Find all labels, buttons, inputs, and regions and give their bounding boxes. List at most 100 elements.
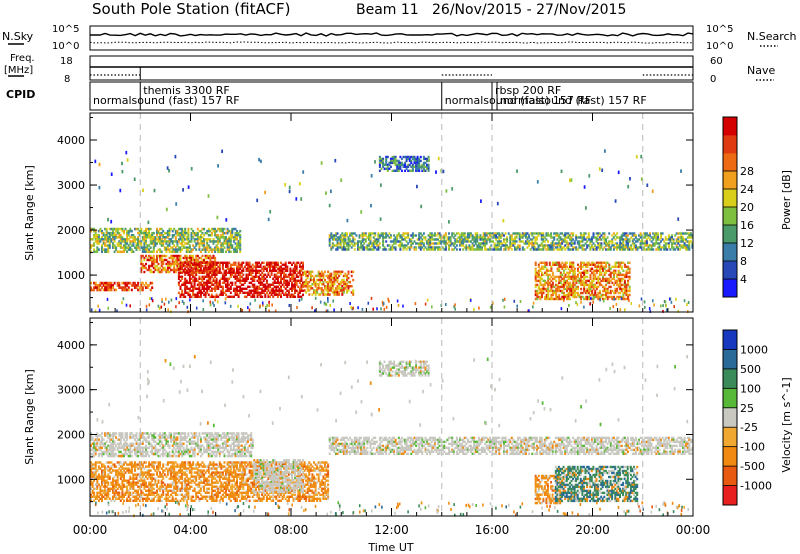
heatmap-speckle (580, 300, 582, 304)
heatmap-cell (427, 165, 430, 168)
heatmap-cell (163, 231, 166, 235)
heatmap-cell (544, 297, 547, 301)
heatmap-cell (327, 287, 330, 290)
heatmap-cell (204, 281, 207, 284)
heatmap-cell (141, 434, 144, 437)
heatmap-cell (484, 236, 487, 239)
heatmap-cell (174, 238, 177, 241)
heatmap-cell (129, 444, 132, 447)
heatmap-cell (232, 295, 235, 298)
heatmap-cell (583, 261, 586, 264)
heatmap-cell (512, 244, 515, 247)
heatmap-cell (688, 244, 691, 247)
heatmap-cell (247, 269, 249, 272)
heatmap-cell (284, 261, 287, 264)
heatmap-cell (294, 289, 297, 292)
heatmap-cell (160, 260, 163, 264)
heatmap-cell (608, 242, 611, 245)
heatmap-speckle (274, 309, 277, 313)
nsearch-tick-top: 10^5 (706, 24, 733, 35)
heatmap-cell (416, 157, 419, 161)
heatmap-cell (269, 269, 271, 272)
heatmap-cell (234, 289, 237, 292)
heatmap-cell (245, 277, 248, 280)
heatmap-cell (254, 291, 257, 294)
heatmap-cell (94, 238, 97, 241)
heatmap-cell (247, 285, 249, 288)
heatmap-speckle (453, 305, 455, 309)
heatmap-cell (547, 277, 550, 281)
heatmap-cell (488, 232, 491, 235)
heatmap-cell (427, 167, 430, 170)
heatmap-cell (589, 289, 592, 293)
heatmap-cell (338, 242, 341, 245)
heatmap-cell (215, 263, 218, 266)
heatmap-cell (196, 293, 199, 296)
heatmap-cell (347, 287, 350, 290)
heatmap-cell (333, 278, 336, 282)
heatmap-cell (460, 244, 463, 247)
heatmap-cell (407, 169, 410, 172)
heatmap-cell (151, 258, 154, 262)
heatmap-cell (262, 275, 265, 278)
heatmap-cell (680, 238, 683, 241)
heatmap-speckle (598, 167, 601, 171)
heatmap-cell (270, 271, 273, 274)
heatmap-cell (331, 287, 334, 290)
heatmap-cell (573, 287, 576, 291)
heatmap-cell (389, 236, 392, 239)
heatmap-cell (218, 248, 221, 251)
heatmap-cell (165, 268, 168, 272)
heatmap-cell (99, 281, 102, 285)
heatmap-cell (204, 291, 207, 294)
heatmap-cell (385, 159, 388, 163)
heatmap-cell (385, 240, 388, 243)
heatmap-cell (382, 248, 385, 251)
heatmap-cell (627, 281, 630, 285)
heatmap-cell (291, 281, 293, 284)
heatmap-cell (487, 232, 490, 235)
heatmap-cell (586, 283, 589, 287)
heatmap-cell (545, 281, 548, 285)
heatmap-cell (598, 273, 601, 277)
heatmap-cell (210, 265, 213, 268)
heatmap-cell (399, 242, 402, 245)
heatmap-cell (592, 261, 595, 264)
heatmap-cell (410, 159, 413, 163)
heatmap-speckle (492, 301, 494, 305)
heatmap-speckle (585, 206, 587, 210)
heatmap-cell (248, 271, 251, 274)
heatmap-cell (592, 248, 595, 251)
heatmap-cell (176, 254, 179, 258)
heatmap-cell (264, 273, 267, 276)
heatmap-cell (327, 291, 330, 294)
heatmap-cell (645, 248, 648, 251)
heatmap-cell (91, 227, 94, 231)
heatmap-cell (149, 258, 152, 262)
heatmap-cell (672, 246, 675, 249)
heatmap-speckle (259, 304, 261, 308)
heatmap-cell (658, 248, 661, 251)
heatmap-cell (444, 240, 447, 243)
heatmap-cell (127, 288, 130, 292)
heatmap-cell (466, 232, 469, 235)
heatmap-cell (658, 242, 661, 245)
heatmap-cell (389, 157, 392, 161)
heatmap-cell (349, 232, 352, 235)
heatmap-cell (644, 244, 647, 247)
heatmap-cell (336, 270, 339, 274)
heatmap-cell (234, 238, 237, 241)
heatmap-cell (124, 244, 127, 247)
heatmap-speckle (420, 204, 423, 209)
heatmap-speckle (670, 300, 673, 304)
heatmap-cell (523, 242, 526, 245)
heatmap-cell (284, 283, 287, 286)
heatmap-cell (291, 287, 293, 290)
heatmap-cell (410, 238, 413, 241)
heatmap-cell (498, 240, 501, 243)
heatmap-cell (649, 234, 651, 237)
heatmap-cell (609, 295, 612, 299)
heatmap-cell (587, 291, 590, 295)
heatmap-cell (577, 275, 579, 279)
heatmap-cell (452, 236, 455, 239)
